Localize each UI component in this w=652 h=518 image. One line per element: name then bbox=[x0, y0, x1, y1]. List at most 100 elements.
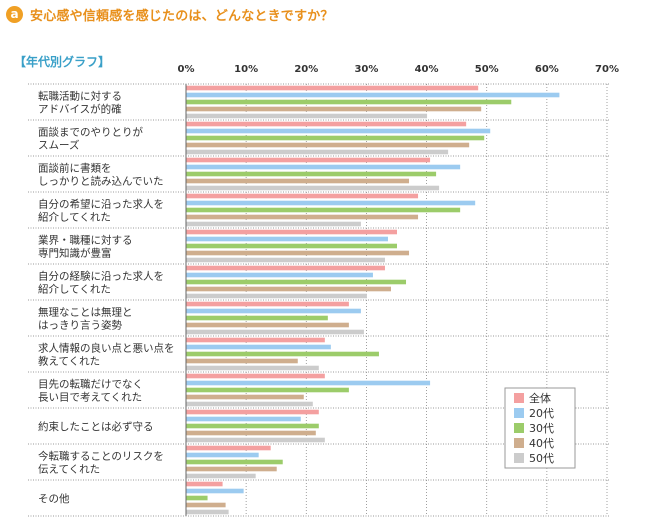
bar-20代-7 bbox=[186, 344, 331, 350]
category-label: 伝えてくれた bbox=[38, 464, 100, 476]
bar-20代-2 bbox=[186, 164, 461, 170]
bar-20代-8 bbox=[186, 380, 431, 386]
category-label: 目先の転職だけでなく bbox=[38, 379, 143, 391]
bar-20代-6 bbox=[186, 308, 361, 314]
bar-50代-1 bbox=[186, 149, 449, 155]
category-label: 紹介してくれた bbox=[38, 211, 111, 224]
bar-全体-4 bbox=[186, 229, 397, 235]
bar-全体-3 bbox=[186, 193, 419, 199]
category-label: 面談までのやりとりが bbox=[38, 126, 143, 139]
category-label: 無理なことは無理と bbox=[38, 306, 133, 319]
bar-40代-9 bbox=[186, 430, 316, 436]
bar-40代-5 bbox=[186, 286, 391, 292]
bar-50代-4 bbox=[186, 257, 385, 263]
x-tick-label: 50% bbox=[475, 64, 499, 75]
legend-label: 20代 bbox=[529, 407, 554, 420]
bar-40代-4 bbox=[186, 250, 410, 256]
chart-subtitle: 【年代別グラフ】 bbox=[14, 55, 111, 69]
bar-50代-9 bbox=[186, 437, 325, 443]
legend-swatch bbox=[514, 423, 524, 433]
bar-40代-6 bbox=[186, 322, 349, 328]
bar-20代-0 bbox=[186, 92, 560, 98]
bar-40代-11 bbox=[186, 502, 226, 508]
bar-40代-3 bbox=[186, 214, 419, 220]
bar-30代-9 bbox=[186, 423, 319, 429]
legend-label: 40代 bbox=[529, 437, 554, 450]
category-label: 長い目で考えてくれた bbox=[38, 392, 142, 404]
bar-20代-4 bbox=[186, 236, 388, 242]
bar-30代-3 bbox=[186, 207, 461, 213]
bar-全体-11 bbox=[186, 481, 223, 487]
category-label: 転職活動に対する bbox=[38, 90, 122, 103]
category-label: 面談前に書類を bbox=[38, 162, 112, 175]
category-label: しっかりと読み込んでいた bbox=[38, 175, 163, 188]
legend-label: 30代 bbox=[529, 422, 554, 435]
bar-全体-6 bbox=[186, 301, 349, 307]
category-label: はっきり言う姿勢 bbox=[38, 319, 122, 332]
bar-40代-8 bbox=[186, 394, 304, 400]
bar-50代-0 bbox=[186, 113, 428, 119]
chart-title: 安心感や信頼感を感じたのは、どんなときですか？ bbox=[30, 8, 334, 24]
bar-40代-0 bbox=[186, 106, 482, 112]
bar-30代-2 bbox=[186, 171, 437, 177]
bar-30代-11 bbox=[186, 495, 208, 501]
bar-50代-6 bbox=[186, 329, 364, 335]
bar-全体-1 bbox=[186, 121, 467, 127]
bar-20代-11 bbox=[186, 488, 244, 494]
bar-20代-10 bbox=[186, 452, 259, 458]
x-tick-label: 20% bbox=[294, 64, 318, 75]
category-label: 紹介してくれた bbox=[38, 283, 111, 296]
x-tick-label: 60% bbox=[535, 64, 559, 75]
bar-30代-1 bbox=[186, 135, 485, 141]
bar-全体-0 bbox=[186, 85, 479, 91]
legend-swatch bbox=[514, 453, 524, 463]
category-label: その他 bbox=[38, 492, 70, 505]
x-tick-label: 0% bbox=[178, 64, 195, 75]
legend-label: 全体 bbox=[529, 391, 551, 405]
bar-20代-5 bbox=[186, 272, 373, 278]
bar-40代-10 bbox=[186, 466, 277, 472]
bar-40代-7 bbox=[186, 358, 298, 364]
category-label: 求人情報の良い点と悪い点を bbox=[38, 342, 175, 355]
bar-50代-7 bbox=[186, 365, 319, 371]
bar-50代-10 bbox=[186, 473, 256, 479]
bar-50代-8 bbox=[186, 401, 313, 407]
legend-label: 50代 bbox=[529, 452, 554, 465]
bar-30代-6 bbox=[186, 315, 328, 321]
bar-30代-4 bbox=[186, 243, 397, 249]
bar-20代-9 bbox=[186, 416, 301, 422]
bar-40代-2 bbox=[186, 178, 410, 184]
legend-swatch bbox=[514, 438, 524, 448]
bar-40代-1 bbox=[186, 142, 470, 148]
x-tick-label: 40% bbox=[415, 64, 439, 75]
bar-30代-5 bbox=[186, 279, 407, 285]
category-label: 教えてくれた bbox=[38, 355, 100, 368]
category-label: 自分の希望に沿った求人を bbox=[38, 198, 164, 211]
bar-20代-1 bbox=[186, 128, 491, 134]
category-label: 業界・職種に対する bbox=[38, 234, 133, 247]
bar-50代-3 bbox=[186, 221, 361, 227]
section-badge: a bbox=[6, 5, 23, 23]
category-label: スムーズ bbox=[38, 139, 79, 152]
category-label: 専門知識が豊富 bbox=[38, 247, 112, 260]
x-tick-label: 10% bbox=[234, 64, 258, 75]
bar-30代-0 bbox=[186, 99, 512, 105]
bar-全体-8 bbox=[186, 373, 325, 379]
bar-全体-10 bbox=[186, 445, 271, 451]
category-label: アドバイスが的確 bbox=[38, 103, 122, 116]
bar-全体-9 bbox=[186, 409, 319, 415]
bar-30代-7 bbox=[186, 351, 379, 357]
x-tick-label: 70% bbox=[595, 64, 619, 75]
category-label: 約束したことは必ず守る bbox=[38, 420, 154, 433]
category-label: 今転職することのリスクを bbox=[38, 450, 164, 463]
bar-全体-5 bbox=[186, 265, 385, 271]
bar-50代-11 bbox=[186, 509, 229, 515]
legend-swatch bbox=[514, 408, 524, 418]
legend-swatch bbox=[514, 393, 524, 403]
bar-全体-7 bbox=[186, 337, 325, 343]
chart-header: a 安心感や信頼感を感じたのは、どんなときですか？ bbox=[6, 4, 334, 24]
x-tick-label: 30% bbox=[354, 64, 378, 75]
bar-全体-2 bbox=[186, 157, 431, 163]
bar-20代-3 bbox=[186, 200, 476, 206]
